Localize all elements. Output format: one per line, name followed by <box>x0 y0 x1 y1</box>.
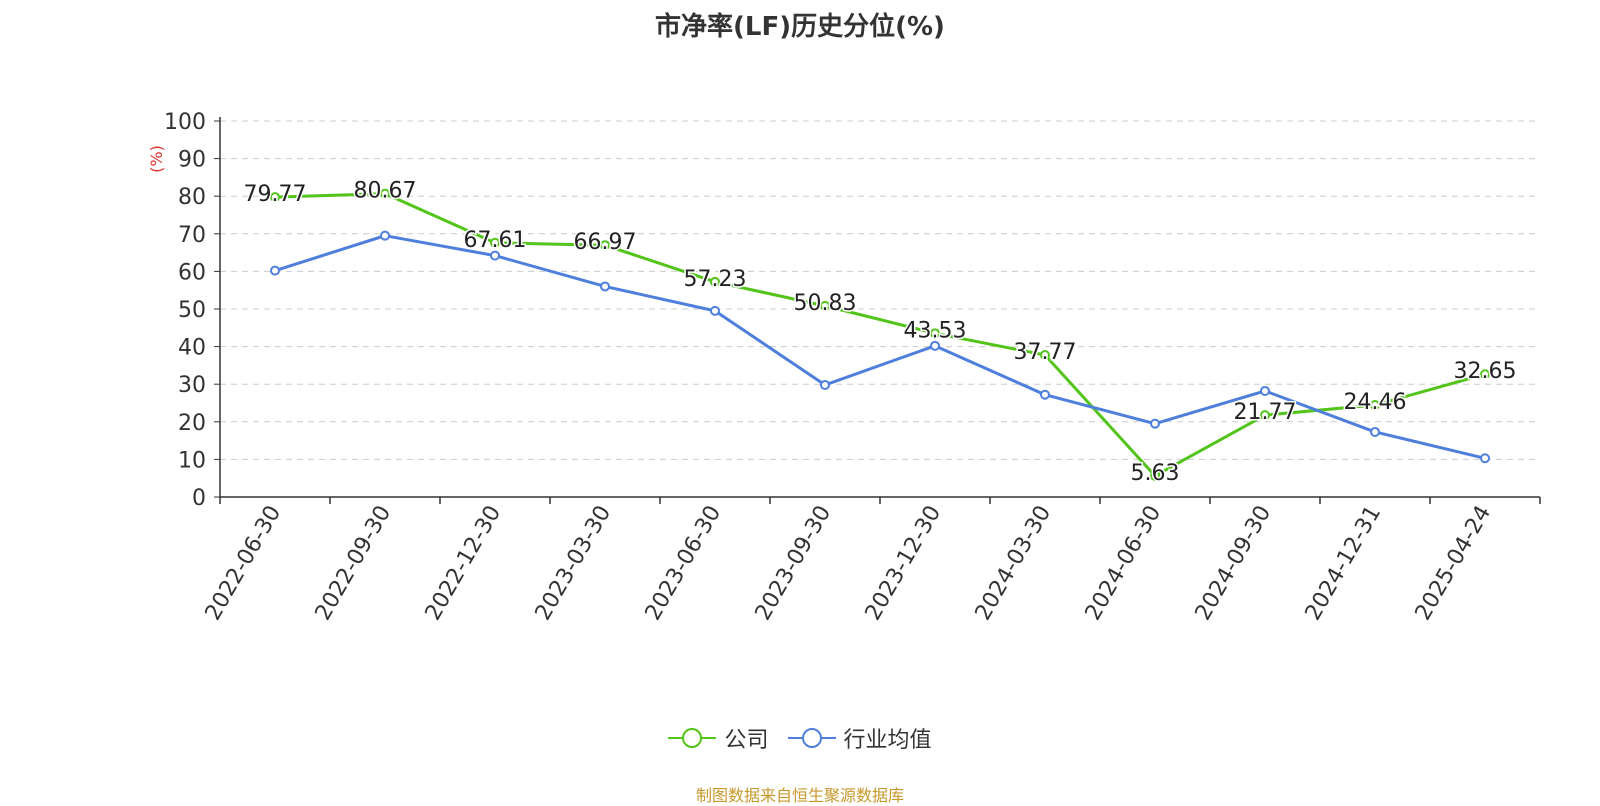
x-tick-label: 2022-06-30 <box>201 502 287 625</box>
x-tick-label: 2023-03-30 <box>531 502 617 625</box>
data-point <box>1260 385 1270 396</box>
data-point <box>1370 426 1380 437</box>
data-label: 66.97 <box>574 230 637 255</box>
x-tick-label: 2024-09-30 <box>1191 502 1277 625</box>
y-axis-label: (%) <box>147 145 166 173</box>
data-point <box>490 237 500 248</box>
data-point <box>820 300 830 311</box>
y-tick-label: 80 <box>178 185 206 210</box>
x-tick-label: 2024-03-30 <box>971 502 1057 625</box>
y-tick-label: 60 <box>178 260 206 285</box>
y-tick-label: 0 <box>192 486 206 511</box>
data-label: 32.65 <box>1454 359 1517 384</box>
data-label: 80.67 <box>354 179 417 204</box>
data-point <box>1040 349 1050 360</box>
legend-marker-company <box>668 728 717 748</box>
y-tick-label: 40 <box>178 336 206 361</box>
data-label: 57.23 <box>684 267 747 292</box>
data-point <box>380 230 390 241</box>
x-tick-label: 2024-12-31 <box>1301 502 1387 625</box>
data-point <box>820 379 830 390</box>
legend-marker-industry-avg <box>787 728 836 748</box>
data-point <box>1370 400 1380 411</box>
legend-label-company: 公司 <box>724 728 769 753</box>
data-point <box>490 250 500 261</box>
data-point <box>1150 418 1160 429</box>
data-point <box>930 340 940 351</box>
y-tick-label: 90 <box>178 148 206 173</box>
data-point <box>270 265 280 276</box>
data-point <box>1040 389 1050 400</box>
y-tick-label: 50 <box>178 298 206 323</box>
x-tick-label: 2023-06-30 <box>641 502 727 625</box>
data-label: 67.61 <box>464 228 527 253</box>
data-label: 50.83 <box>794 291 857 316</box>
data-point <box>1480 453 1490 464</box>
data-point <box>600 240 610 251</box>
legend-label-industry-avg: 行业均值 <box>843 728 932 753</box>
series-line-1 <box>274 234 1486 460</box>
data-source-note: 制图数据来自恒生聚源数据库 <box>695 786 904 805</box>
data-point <box>270 192 280 203</box>
data-point <box>930 328 940 339</box>
y-tick-label: 30 <box>178 373 206 398</box>
data-point <box>1260 410 1270 421</box>
chart-title: 市净率(LF)历史分位(%) <box>655 12 945 42</box>
y-tick-label: 10 <box>178 448 206 473</box>
data-point <box>1150 470 1160 481</box>
grid-lines <box>220 120 1540 460</box>
x-tick-label: 2022-12-30 <box>421 502 507 625</box>
x-tick-label: 2022-09-30 <box>311 502 397 625</box>
data-point <box>1480 369 1490 380</box>
data-label: 21.77 <box>1234 400 1297 425</box>
y-tick-label: 20 <box>178 411 206 436</box>
x-tick-label: 2025-04-24 <box>1411 502 1497 625</box>
y-tick-label: 100 <box>164 110 206 135</box>
data-label: 24.46 <box>1344 390 1407 415</box>
x-tick-label: 2024-06-30 <box>1081 502 1167 625</box>
x-tick-label: 2023-09-30 <box>751 502 837 625</box>
legend-item-company[interactable]: 公司 <box>668 722 769 754</box>
legend-item-industry-avg[interactable]: 行业均值 <box>787 722 932 754</box>
data-label: 37.77 <box>1014 340 1077 365</box>
data-point <box>600 281 610 292</box>
series-line-0 <box>274 192 1486 478</box>
data-labels: 79.77 80.67 67.61 66.97 57.23 50.83 43.53 37.77… <box>242 177 1518 487</box>
data-label: 43.53 <box>904 318 967 343</box>
series-layer <box>270 188 1490 481</box>
legend: 公司 行业均值 <box>0 722 1600 756</box>
data-label: 5.63 <box>1131 461 1180 486</box>
data-point <box>710 276 720 287</box>
data-point <box>380 188 390 199</box>
data-point <box>710 305 720 316</box>
x-tick-label: 2023-12-30 <box>861 502 947 625</box>
y-tick-label: 70 <box>178 223 206 248</box>
data-label: 79.77 <box>244 182 307 207</box>
